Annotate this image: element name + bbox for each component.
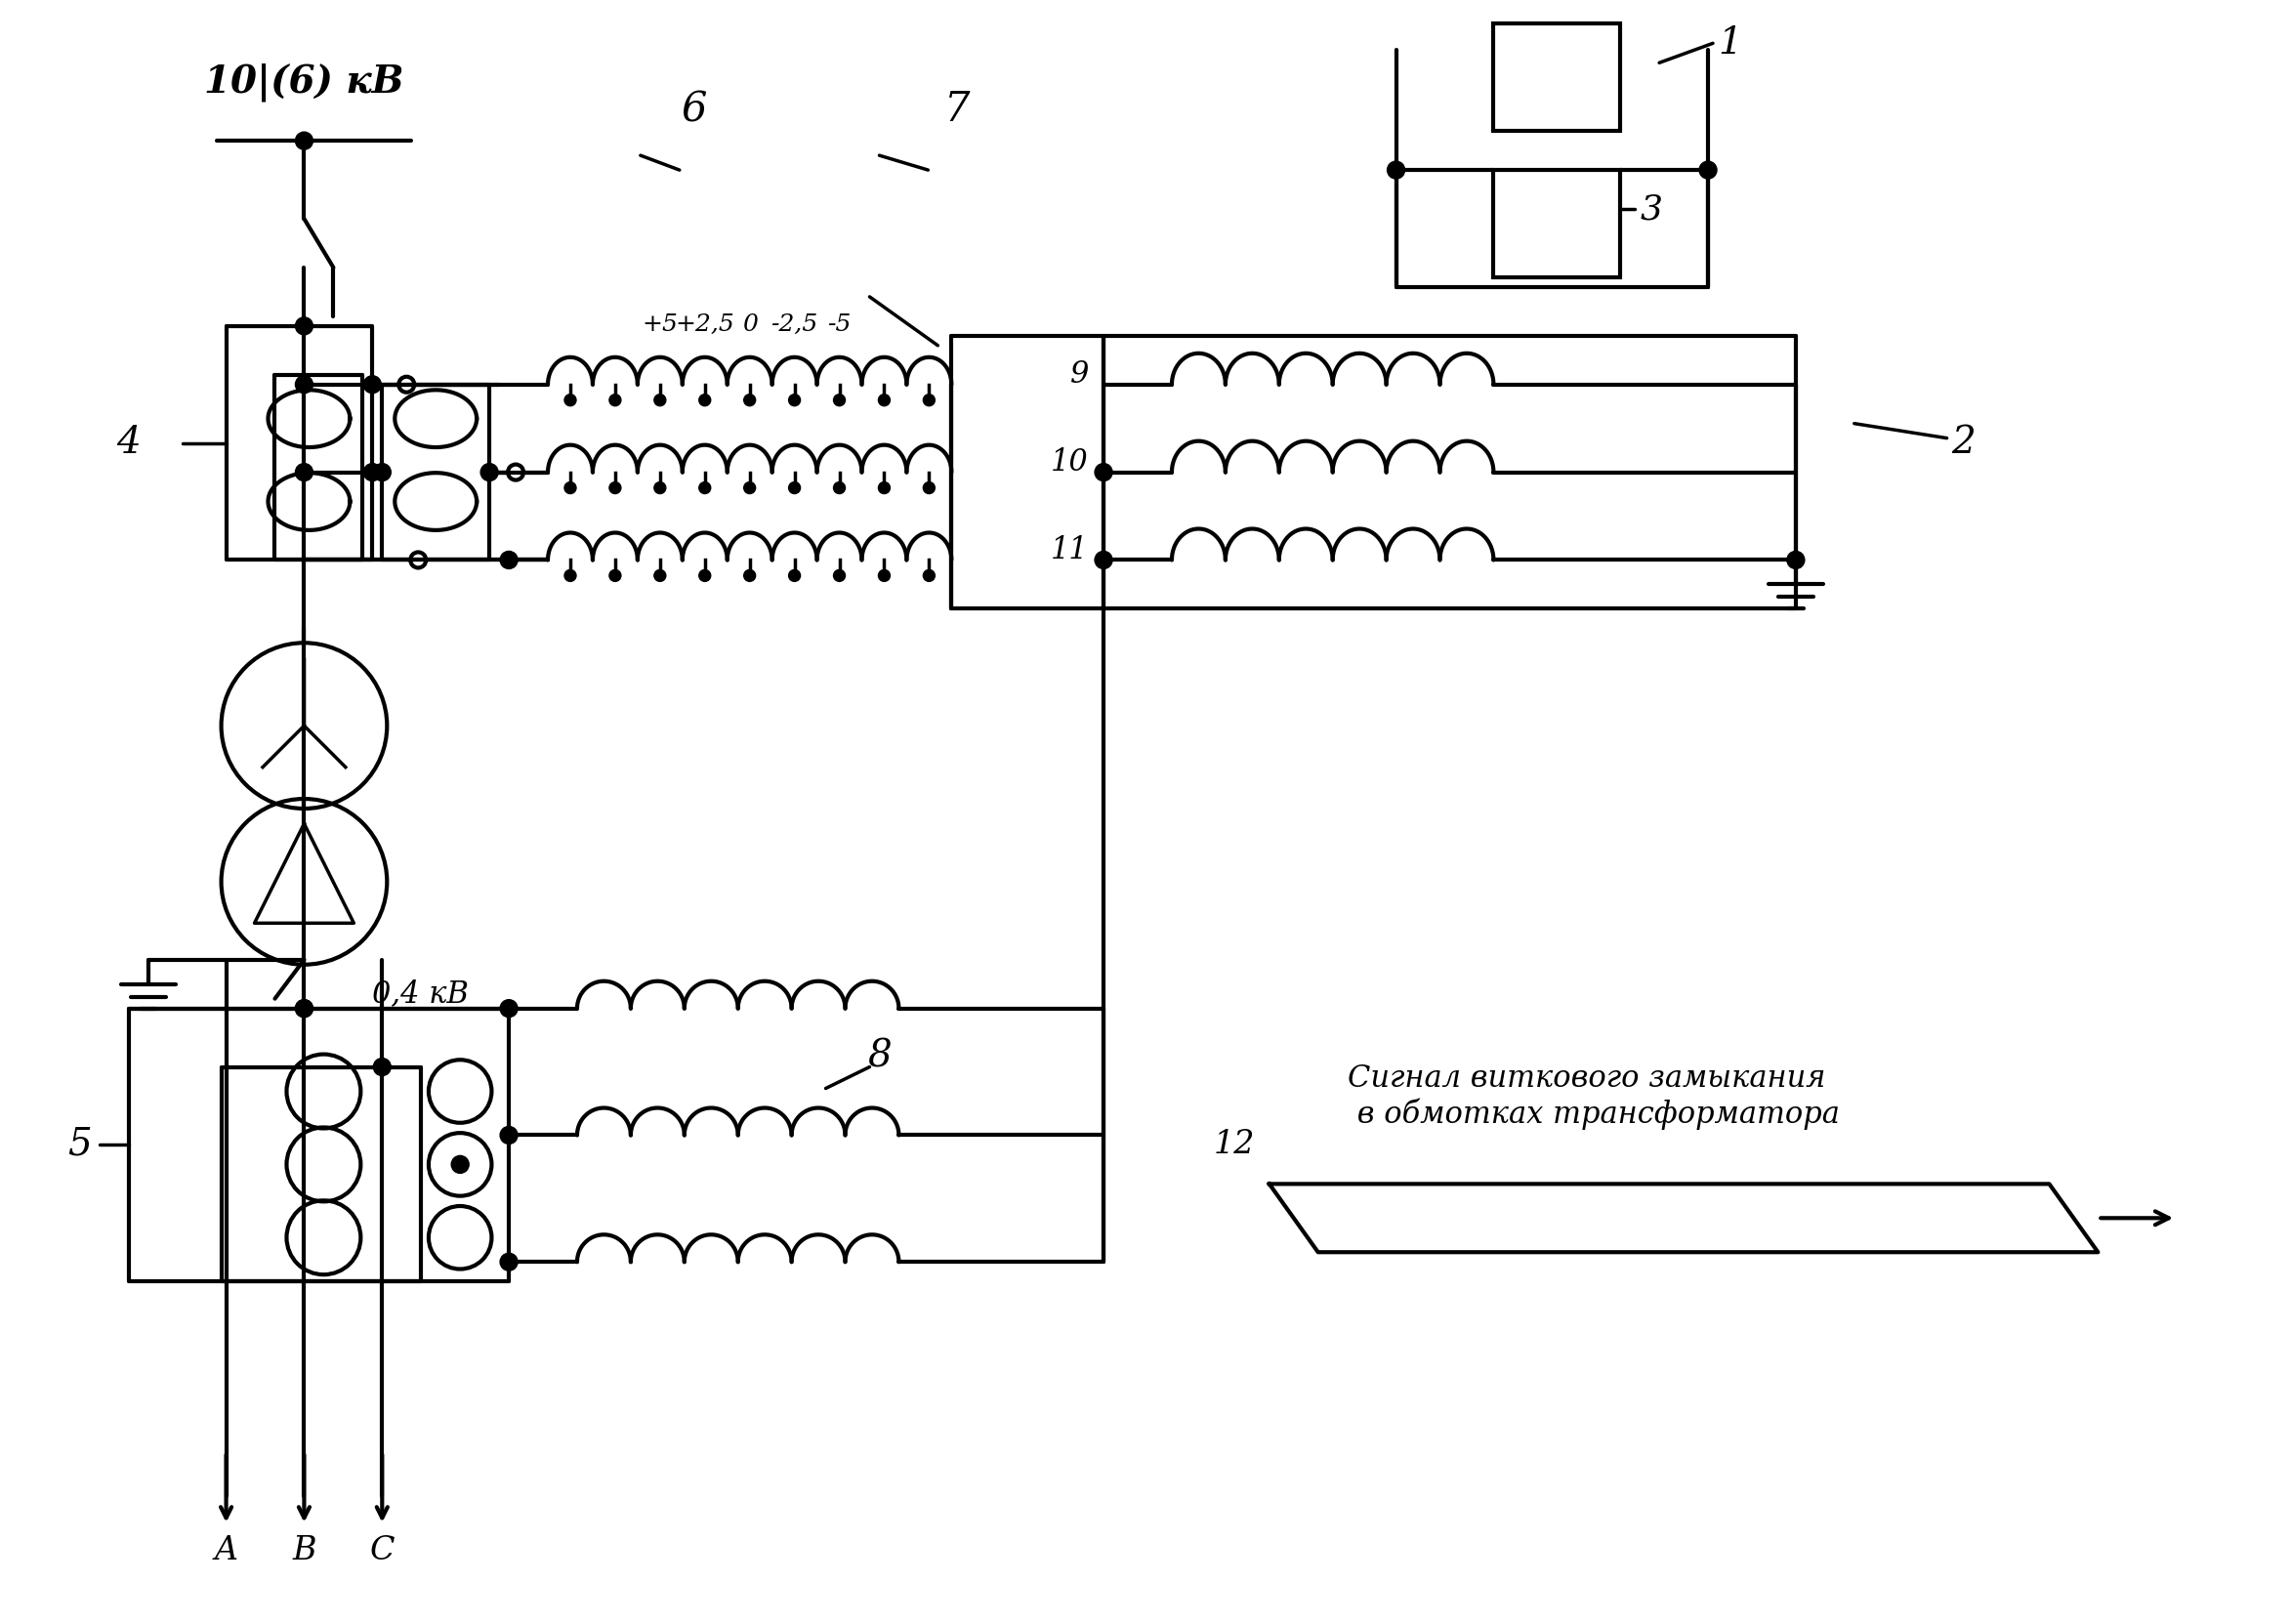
Circle shape bbox=[364, 463, 380, 481]
Circle shape bbox=[295, 463, 314, 481]
Circle shape bbox=[698, 395, 710, 406]
Circle shape bbox=[609, 570, 621, 581]
Circle shape bbox=[295, 317, 314, 335]
Circle shape bbox=[744, 395, 756, 406]
Circle shape bbox=[1699, 161, 1718, 179]
Text: C: C bbox=[369, 1535, 394, 1566]
Circle shape bbox=[1095, 551, 1113, 568]
Circle shape bbox=[698, 482, 710, 494]
Circle shape bbox=[295, 132, 314, 149]
Circle shape bbox=[923, 482, 934, 494]
Text: 9: 9 bbox=[1069, 359, 1090, 390]
Circle shape bbox=[879, 482, 891, 494]
Circle shape bbox=[834, 395, 845, 406]
Circle shape bbox=[373, 1059, 392, 1075]
Text: 10|(6) кВ: 10|(6) кВ bbox=[204, 63, 403, 102]
Text: 0: 0 bbox=[742, 313, 758, 336]
Circle shape bbox=[788, 395, 802, 406]
Polygon shape bbox=[1269, 1184, 2098, 1252]
Text: Сигнал виткового замыкания
 в обмотках трансформатора: Сигнал виткового замыкания в обмотках тр… bbox=[1347, 1064, 1839, 1130]
Circle shape bbox=[744, 570, 756, 581]
Text: 8: 8 bbox=[868, 1039, 891, 1075]
Circle shape bbox=[923, 395, 934, 406]
Circle shape bbox=[364, 375, 380, 393]
Text: 1: 1 bbox=[1718, 26, 1743, 62]
Text: 3: 3 bbox=[1640, 192, 1663, 226]
Text: -5: -5 bbox=[827, 313, 852, 336]
Circle shape bbox=[499, 1254, 518, 1270]
Circle shape bbox=[655, 570, 666, 581]
Circle shape bbox=[499, 551, 518, 568]
Circle shape bbox=[788, 570, 802, 581]
Circle shape bbox=[834, 482, 845, 494]
Circle shape bbox=[879, 395, 891, 406]
Text: 11: 11 bbox=[1051, 534, 1090, 565]
Circle shape bbox=[609, 482, 621, 494]
Text: 0,4 кВ: 0,4 кВ bbox=[373, 979, 469, 1009]
Text: +5: +5 bbox=[641, 313, 678, 336]
Circle shape bbox=[295, 375, 314, 393]
Bar bbox=[1493, 171, 1621, 278]
Circle shape bbox=[563, 395, 577, 406]
Circle shape bbox=[655, 482, 666, 494]
Circle shape bbox=[788, 482, 802, 494]
Bar bbox=[1493, 24, 1621, 132]
Text: 4: 4 bbox=[117, 425, 140, 461]
Circle shape bbox=[1388, 161, 1404, 179]
Text: -2,5: -2,5 bbox=[772, 313, 818, 336]
Circle shape bbox=[451, 1156, 469, 1173]
Circle shape bbox=[1095, 463, 1113, 481]
Circle shape bbox=[295, 1000, 314, 1017]
Text: 2: 2 bbox=[1951, 425, 1976, 461]
Text: 10: 10 bbox=[1051, 447, 1090, 477]
Circle shape bbox=[295, 1000, 314, 1017]
Circle shape bbox=[499, 1127, 518, 1143]
Text: 7: 7 bbox=[943, 89, 971, 130]
Circle shape bbox=[744, 482, 756, 494]
Circle shape bbox=[923, 570, 934, 581]
Circle shape bbox=[499, 1000, 518, 1017]
Circle shape bbox=[563, 570, 577, 581]
Circle shape bbox=[373, 463, 392, 481]
Circle shape bbox=[1786, 551, 1805, 568]
Circle shape bbox=[879, 570, 891, 581]
Text: A: A bbox=[215, 1535, 238, 1566]
Circle shape bbox=[655, 395, 666, 406]
Text: 6: 6 bbox=[680, 89, 708, 130]
Text: 5: 5 bbox=[69, 1127, 92, 1163]
Circle shape bbox=[563, 482, 577, 494]
Circle shape bbox=[481, 463, 499, 481]
Text: +2,5: +2,5 bbox=[676, 313, 735, 336]
Circle shape bbox=[834, 570, 845, 581]
Text: B: B bbox=[293, 1535, 316, 1566]
Circle shape bbox=[698, 570, 710, 581]
Circle shape bbox=[609, 395, 621, 406]
Text: 12: 12 bbox=[1214, 1129, 1255, 1161]
